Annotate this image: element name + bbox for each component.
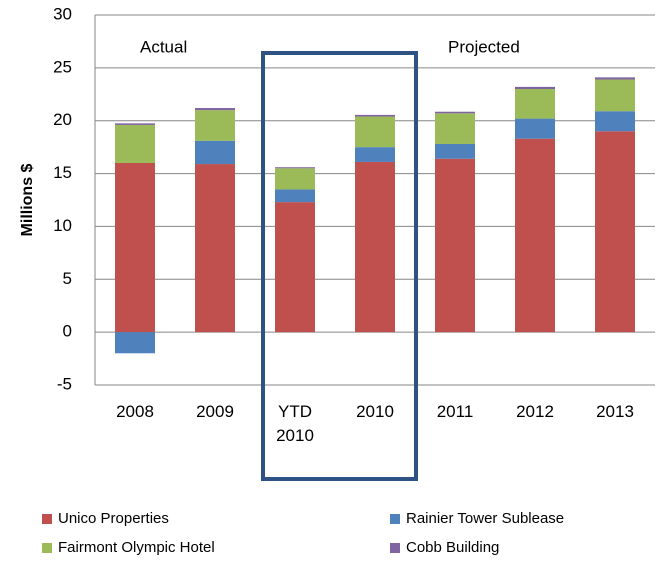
bar-segment <box>195 110 235 141</box>
x-tick-label: YTD 2010 <box>276 402 314 445</box>
bar-segment <box>275 202 315 333</box>
x-tick-label: 2013 <box>596 402 634 421</box>
bar-segment <box>195 164 235 333</box>
bar-segment <box>115 163 155 333</box>
bar-segment <box>275 189 315 203</box>
y-tick-label: -5 <box>57 374 72 393</box>
annotation: Projected <box>448 37 520 56</box>
y-tick-label: 30 <box>53 4 72 23</box>
highlight-box <box>261 51 418 481</box>
y-tick-label: 20 <box>53 110 72 129</box>
legend-item: Unico Properties <box>42 510 169 527</box>
legend-label: Fairmont Olympic Hotel <box>58 539 215 556</box>
legend-item: Cobb Building <box>390 539 499 556</box>
bar-segment <box>355 116 395 148</box>
bar-segment <box>195 140 235 165</box>
bar-segment <box>355 161 395 333</box>
bar-segment <box>515 138 555 333</box>
bar-segment <box>115 123 155 125</box>
x-tick-label: 2008 <box>116 402 154 421</box>
bar-segment <box>435 111 475 114</box>
bar-segment <box>435 158 475 333</box>
legend-swatch <box>390 513 400 524</box>
legend-swatch <box>390 542 400 553</box>
y-tick-label: 25 <box>53 57 72 76</box>
y-tick-label: 0 <box>63 322 72 341</box>
y-tick-label: 15 <box>53 163 72 182</box>
bar-segment <box>355 147 395 162</box>
legend-item: Rainier Tower Sublease <box>390 510 564 527</box>
legend-item: Fairmont Olympic Hotel <box>42 539 215 556</box>
legend-label: Cobb Building <box>406 539 500 556</box>
bar-segment <box>115 332 155 354</box>
y-tick-label: 5 <box>63 269 72 288</box>
legend-label: Unico Properties <box>58 510 169 527</box>
legend-swatch <box>42 542 52 553</box>
bar-segment <box>515 89 555 119</box>
x-tick-label: 2012 <box>516 402 554 421</box>
legend-swatch <box>42 513 52 524</box>
bar-segment <box>595 79 635 112</box>
bar-segment <box>275 167 315 169</box>
y-tick-label: 10 <box>53 216 72 235</box>
bar-segment <box>515 86 555 89</box>
x-tick-label: 2011 <box>436 402 474 421</box>
legend-label: Rainier Tower Sublease <box>406 510 565 527</box>
bar-segment <box>195 108 235 111</box>
bar-segment <box>435 143 475 159</box>
x-tick-label: 2009 <box>196 402 234 421</box>
bar-segment <box>515 118 555 139</box>
bar-segment <box>595 111 635 132</box>
bar-segment <box>275 168 315 190</box>
bar-segment <box>595 77 635 80</box>
bar-segment <box>435 113 475 144</box>
bar-segment <box>595 131 635 333</box>
y-axis-label: Millions $ <box>19 163 36 236</box>
bar-segment <box>115 124 155 163</box>
bar-segment <box>355 114 395 117</box>
annotation: Actual <box>140 37 187 56</box>
x-tick-label: 2010 <box>356 402 394 421</box>
